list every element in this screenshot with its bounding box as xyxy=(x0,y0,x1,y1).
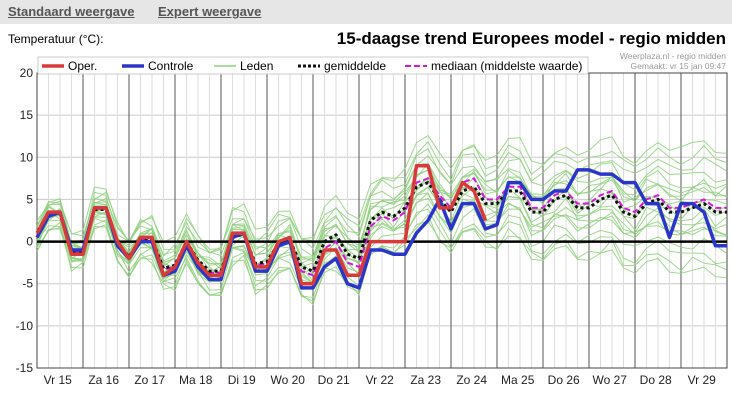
series-line-oper xyxy=(35,163,488,286)
y-tick-label: 15 xyxy=(20,108,34,122)
ensemble-member-line xyxy=(36,162,728,268)
y-tick-label: 20 xyxy=(20,66,34,80)
legend-label: Leden xyxy=(240,59,273,73)
x-tick-label: Wo 20 xyxy=(270,373,305,387)
ensemble-member-line xyxy=(36,169,728,265)
ensemble-member-line xyxy=(36,155,728,262)
y-tick-label: 10 xyxy=(20,150,34,164)
ensemble-member-line xyxy=(36,179,728,278)
x-tick-label: Do 21 xyxy=(318,373,350,387)
ensemble-member-line xyxy=(36,147,728,258)
y-axis-label: Temperatuur (°C): xyxy=(8,32,104,46)
credit-timestamp: Gemaakt: vr 15 jan 09:47 xyxy=(630,61,726,71)
x-tick-label: Za 16 xyxy=(88,373,119,387)
ensemble-member-line xyxy=(36,186,728,285)
x-tick-label: Do 26 xyxy=(548,373,580,387)
x-tick-label: Do 28 xyxy=(640,373,672,387)
x-tick-label: Ma 18 xyxy=(179,373,213,387)
x-tick-label: Ma 25 xyxy=(501,373,535,387)
x-tick-label: Vr 22 xyxy=(366,373,395,387)
x-tick-label: Zo 24 xyxy=(456,373,487,387)
expert-view-link[interactable]: Expert weergave xyxy=(158,4,262,19)
x-tick-label: Zo 17 xyxy=(134,373,165,387)
ensemble-member-line xyxy=(36,192,728,284)
ensemble-member-line xyxy=(36,134,728,250)
y-tick-label: 0 xyxy=(26,235,33,249)
x-tick-label: Za 23 xyxy=(410,373,441,387)
standard-view-link[interactable]: Standaard weergave xyxy=(8,4,135,19)
x-tick-label: Di 19 xyxy=(228,373,256,387)
y-tick-label: 5 xyxy=(26,192,33,206)
x-tick-label: Vr 15 xyxy=(44,373,73,387)
legend-label: gemiddelde xyxy=(324,59,386,73)
ensemble-member-line xyxy=(36,213,728,306)
x-tick-label: Wo 27 xyxy=(592,373,627,387)
chart-title: 15-daagse trend Europees model - regio m… xyxy=(336,29,726,48)
credit-source: Weerplaza.nl - regio midden xyxy=(619,51,726,61)
legend-label: Controle xyxy=(148,59,194,73)
y-tick-label: -10 xyxy=(16,319,34,333)
x-tick-label: Vr 29 xyxy=(688,373,717,387)
view-tabs-bar: Standaard weergave Expert weergave xyxy=(0,0,732,24)
legend-label: Oper. xyxy=(68,59,97,73)
y-tick-label: -15 xyxy=(16,361,34,375)
ensemble-member-line xyxy=(36,220,728,302)
legend-label: mediaan (middelste waarde) xyxy=(431,59,582,73)
y-tick-label: -5 xyxy=(22,277,33,291)
